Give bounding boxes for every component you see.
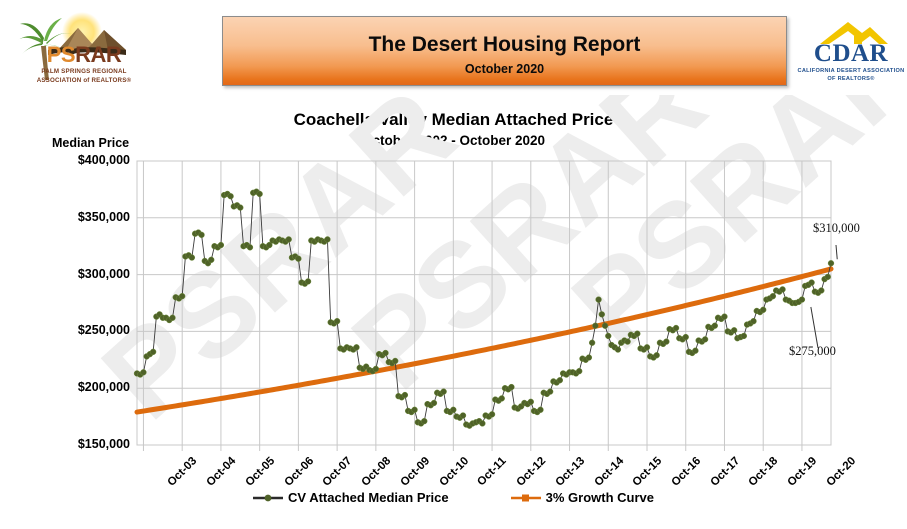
median-price-series: [133, 188, 835, 429]
report-date-subtitle: October 2020: [464, 62, 545, 76]
growth-curve-series: [134, 266, 834, 415]
cdar-subtitle-line2: OF REALTORS®: [827, 76, 875, 82]
y-tick-label: $400,000: [77, 153, 130, 167]
legend-label: CV Attached Median Price: [288, 490, 449, 505]
cdar-logo: [800, 18, 902, 84]
cdar-roof-icon: [820, 22, 888, 44]
chart-title: Coachella Valley Median Attached Price: [293, 110, 614, 129]
psrar-subtitle-line2: ASSOCIATION of REALTORS®: [36, 77, 132, 84]
cdar-wordmark: CDAR: [813, 40, 889, 67]
chart-subtitle: October 2002 - October 2020: [361, 133, 546, 148]
y-tick-label: $350,000: [77, 209, 130, 224]
legend-label: 3% Growth Curve: [545, 490, 654, 505]
cdar-subtitle-line1: CALIFORNIA DESERT ASSOCIATION: [797, 68, 905, 74]
annotation-275000: $275,000: [789, 344, 836, 358]
chart-gridlines: [136, 160, 832, 451]
legend-marker-circle-icon: [253, 494, 283, 501]
annotation-310000: $310,000: [813, 221, 860, 235]
y-tick-label: $250,000: [77, 323, 130, 338]
legend-marker-square-icon: [510, 494, 541, 501]
chart-container: Coachella Valley Median Attached Price O…: [0, 95, 907, 529]
psrar-wordmark-rar: RAR: [75, 42, 122, 67]
annotation-leaders: [810, 244, 838, 349]
report-title: The Desert Housing Report: [368, 33, 641, 56]
y-tick-label: $150,000: [77, 437, 130, 451]
psrar-logo-graphic: [18, 12, 126, 80]
psrar-wordmark: PSRAR: [30, 44, 138, 66]
psrar-logo: [8, 10, 136, 90]
legend-entry: 3% Growth Curve: [510, 490, 654, 505]
y-axis-title: Median Price: [52, 136, 130, 150]
psrar-subtitle-line1: PALM SPRINGS REGIONAL: [41, 68, 127, 75]
report-header: PSRAR PALM SPRINGS REGIONAL ASSOCIATION …: [0, 0, 907, 95]
y-tick-label: $200,000: [77, 380, 130, 395]
title-banner: The Desert Housing Report October 2020: [222, 16, 787, 86]
y-tick-label: $300,000: [77, 266, 130, 281]
psrar-wordmark-ps: PS: [46, 42, 76, 67]
legend-entry: CV Attached Median Price: [253, 490, 449, 505]
chart-legend: CV Attached Median Price 3% Growth Curve: [0, 490, 907, 505]
